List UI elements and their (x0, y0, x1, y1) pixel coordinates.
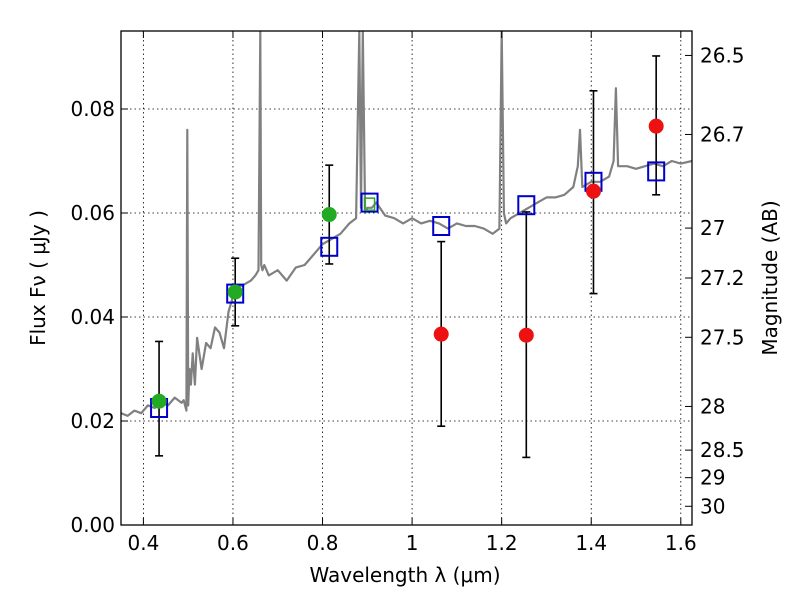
model-square (320, 236, 339, 257)
markers (150, 55, 666, 459)
x-tick-label: 0.4 (127, 531, 159, 555)
y-tick-label: 0.02 (70, 409, 115, 433)
right-tick-label: 26.7 (700, 122, 745, 146)
spectrum-line (121, 31, 692, 417)
model-square (517, 195, 536, 216)
right-tick-label: 28.5 (700, 438, 745, 462)
y-tick-label: 0.08 (70, 97, 115, 121)
right-tick-label: 26.5 (700, 43, 745, 67)
x-axis-title: Wavelength λ (μm) (309, 563, 500, 587)
x-tick-label: 0.6 (217, 531, 249, 555)
right-axis-title: Magnitude (AB) (758, 200, 782, 355)
y-tick-label: 0.00 (70, 513, 115, 537)
right-tick-label: 29 (700, 466, 725, 490)
detection-point (363, 197, 376, 211)
right-tick-label: 27.5 (700, 325, 745, 349)
detection-point (433, 326, 449, 342)
x-tick-label: 0.8 (307, 531, 339, 555)
detection-point (151, 393, 167, 409)
right-tick-label: 28 (700, 394, 725, 418)
right-tick-label: 27.2 (700, 266, 745, 290)
right-tick-label: 30 (700, 494, 725, 518)
right-tick-label: 27 (700, 216, 725, 240)
model-square (432, 216, 451, 236)
plot-area (121, 31, 692, 417)
y-axis-title: Flux Fν ( μJy ) (26, 210, 50, 346)
x-tick-label: 1.4 (575, 531, 607, 555)
detection-point (321, 207, 337, 223)
detection-point (227, 284, 243, 300)
model-square (360, 192, 379, 213)
plot-frame (120, 30, 693, 526)
x-tick-label: 1.6 (665, 531, 697, 555)
grid (121, 31, 692, 525)
y-tick-label: 0.06 (70, 201, 115, 225)
x-tick-label: 1 (406, 531, 419, 555)
detection-point (648, 118, 664, 134)
x-tick-label: 1.2 (486, 531, 518, 555)
model-square (647, 161, 666, 182)
axes: 0.4 0.6 0.8 1 1.2 1.4 1.6 0.00 0.02 0.04 0.06 0.08 2… (70, 31, 745, 555)
y-tick-label: 0.04 (70, 305, 115, 329)
detection-point (585, 183, 601, 199)
detection-point (518, 327, 534, 343)
